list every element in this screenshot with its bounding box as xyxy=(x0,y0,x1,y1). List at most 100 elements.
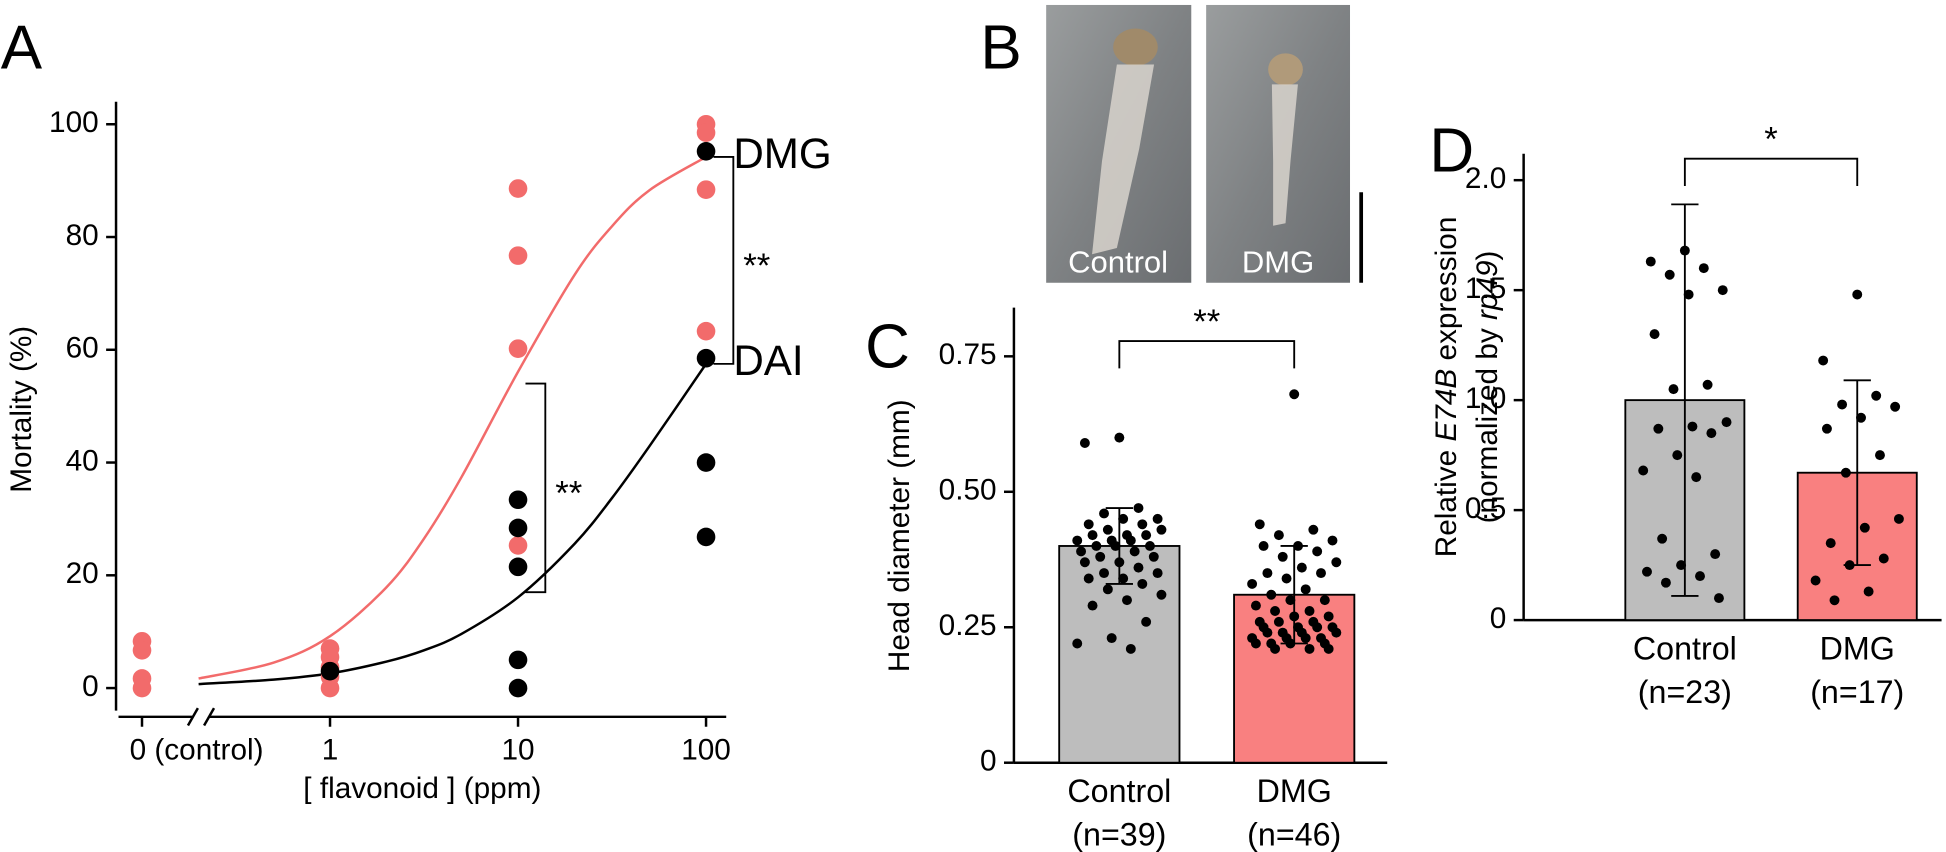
data-point xyxy=(1323,611,1334,622)
data-point xyxy=(1810,575,1821,586)
y-tick-label: 0 xyxy=(980,745,997,778)
data-point xyxy=(696,142,716,161)
data-point xyxy=(696,321,716,341)
data-point xyxy=(1281,573,1292,584)
data-point xyxy=(696,180,716,199)
y-tick-label: 1.0 xyxy=(1465,382,1506,415)
data-point xyxy=(1102,584,1113,595)
significance-label: ** xyxy=(1193,303,1220,341)
data-point xyxy=(1133,562,1144,573)
data-point xyxy=(1141,616,1152,627)
x-tick-note: (n=17) xyxy=(1810,674,1904,710)
data-point xyxy=(1125,643,1136,654)
data-point xyxy=(1110,541,1121,551)
data-point xyxy=(1250,600,1261,611)
data-point xyxy=(1118,573,1129,584)
panel-b: B Control DMG xyxy=(980,4,1364,283)
y-tick-label: 0 xyxy=(82,670,99,703)
data-point xyxy=(1649,329,1660,340)
data-point xyxy=(1118,513,1129,524)
error-bar xyxy=(1280,545,1308,645)
data-point xyxy=(1698,263,1709,274)
significance-label: ** xyxy=(555,475,582,513)
panel-letter: D xyxy=(1429,116,1474,185)
x-tick-label: Control xyxy=(1067,773,1171,809)
y-tick-label: 1.5 xyxy=(1465,272,1506,305)
data-point xyxy=(1087,530,1098,541)
significance-bracket xyxy=(1118,340,1296,369)
data-point xyxy=(1156,589,1167,600)
y-axis-label: Mortality (%) xyxy=(5,326,38,493)
error-bar xyxy=(1671,203,1699,597)
y-tick-label: 20 xyxy=(66,557,99,590)
data-point xyxy=(1638,465,1649,476)
y-tick-label: 0.75 xyxy=(939,338,997,371)
data-point xyxy=(508,246,528,265)
data-point xyxy=(508,518,528,538)
data-point xyxy=(1099,508,1109,519)
data-point xyxy=(1296,562,1307,573)
y-tick-label: 0 xyxy=(1490,602,1507,635)
data-point xyxy=(1262,627,1273,638)
y-axis-label-part: ) xyxy=(1471,251,1504,261)
data-point xyxy=(696,123,716,143)
panel-letter: A xyxy=(1,13,43,82)
fit-curve xyxy=(198,155,707,680)
data-point xyxy=(1327,535,1338,546)
data-point xyxy=(1137,519,1148,530)
data-point xyxy=(1702,379,1713,390)
data-point xyxy=(1266,589,1277,600)
data-point xyxy=(1152,568,1163,579)
data-point xyxy=(1258,541,1269,551)
y-axis-label-part: expression xyxy=(1430,217,1463,369)
data-point xyxy=(1859,522,1870,533)
data-point xyxy=(1706,428,1717,439)
y-axis-label-part: rp49 xyxy=(1471,260,1504,320)
data-point xyxy=(1687,421,1698,432)
y-tick-label: 100 xyxy=(49,106,99,139)
x-tick-note: (n=46) xyxy=(1247,817,1341,852)
data-point xyxy=(1247,578,1258,589)
data-point xyxy=(1133,503,1144,514)
x-tick-label: 0 (control) xyxy=(130,733,264,766)
data-point xyxy=(1273,530,1284,541)
data-point xyxy=(1852,289,1863,300)
data-point xyxy=(1695,571,1705,582)
data-point xyxy=(1660,577,1671,588)
axis-break xyxy=(203,707,216,727)
data-point xyxy=(1856,412,1866,423)
panel: D Relative E74B expression(normalized by … xyxy=(1429,116,1942,710)
data-point xyxy=(1072,535,1083,546)
axis-break xyxy=(186,707,199,727)
data-point xyxy=(1125,535,1136,546)
panel-letter: C xyxy=(865,312,910,381)
data-point xyxy=(508,678,528,698)
x-axis-label: [ flavonoid ] (ppm) xyxy=(303,772,541,805)
data-point xyxy=(1642,566,1652,577)
data-point xyxy=(1091,541,1102,551)
data-point xyxy=(508,536,528,555)
data-point xyxy=(1145,541,1155,551)
y-axis-label: (normalized by rp49) xyxy=(1471,251,1504,524)
photo-caption: Control xyxy=(1068,244,1168,279)
data-point xyxy=(1300,584,1311,595)
data-point xyxy=(1657,533,1668,544)
y-axis-label-part: Relative xyxy=(1430,442,1463,558)
data-point xyxy=(1114,432,1125,443)
data-point xyxy=(1323,643,1334,654)
data-point xyxy=(1676,560,1687,571)
data-point xyxy=(508,179,528,198)
data-point xyxy=(1072,638,1083,649)
data-point xyxy=(1331,557,1342,568)
y-axis-label-part: E74B xyxy=(1430,369,1463,442)
y-tick-label: 0.50 xyxy=(939,474,997,507)
y-axis-label: Head diameter (mm) xyxy=(883,399,916,672)
data-point xyxy=(1717,285,1728,296)
data-point xyxy=(1129,546,1140,557)
data-point xyxy=(696,453,716,472)
data-point xyxy=(1312,622,1323,633)
y-tick-label: 0.25 xyxy=(939,609,997,642)
x-tick-label: 1 xyxy=(322,733,339,766)
data-point xyxy=(1840,467,1851,478)
